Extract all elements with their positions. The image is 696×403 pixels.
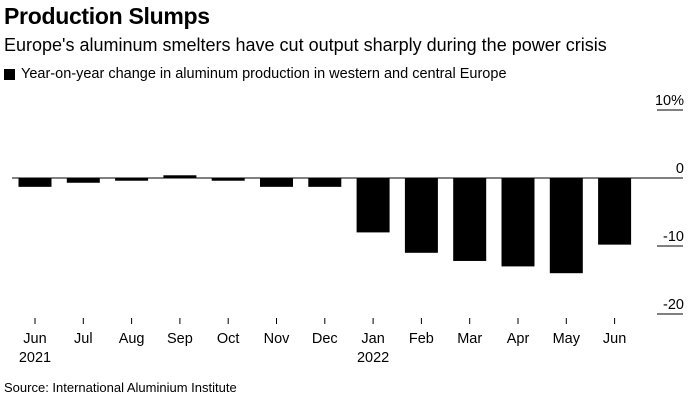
bar — [163, 175, 197, 178]
legend-swatch — [4, 68, 15, 80]
x-tick-label: Feb — [409, 331, 434, 347]
bar — [501, 178, 535, 267]
x-tick-label: Oct — [217, 331, 240, 347]
legend-label: Year-on-year change in aluminum producti… — [21, 66, 507, 82]
y-tick-label: 10% — [655, 93, 684, 109]
chart-title: Production Slumps — [4, 3, 210, 29]
chart-legend: Year-on-year change in aluminum producti… — [4, 66, 507, 82]
bar — [549, 178, 583, 274]
x-tick-label: Jul — [74, 331, 93, 347]
bar — [18, 178, 52, 187]
x-tick-label: Dec — [312, 331, 338, 347]
x-tick-label: Mar — [457, 331, 482, 347]
labels-layer: 10% 0 -10 -20 Jun 2021 Jul Aug Sep Oct Nov Dec Jan 20… — [19, 93, 684, 366]
bar — [356, 178, 390, 233]
x-tick-label: Aug — [119, 331, 145, 347]
y-tick-label: -20 — [663, 297, 684, 313]
bar — [211, 178, 245, 181]
x-year-label: 2021 — [19, 350, 51, 366]
bar — [308, 178, 342, 187]
bar — [260, 178, 293, 187]
x-tick-label: Jun — [603, 331, 626, 347]
chart-subtitle: Europe's aluminum smelters have cut outp… — [4, 35, 607, 55]
x-tick-label: Jan — [361, 331, 384, 347]
bar — [404, 178, 438, 253]
bars-layer — [18, 175, 632, 274]
x-tick-label: May — [553, 331, 581, 347]
x-tick-label: Sep — [167, 331, 193, 347]
x-tick-label: Jun — [23, 331, 46, 347]
bar — [115, 178, 149, 181]
x-year-label: 2022 — [357, 350, 389, 366]
x-tick-label: Nov — [264, 331, 291, 347]
y-tick-label: 0 — [676, 161, 684, 177]
source-note: Source: International Aluminium Institut… — [4, 380, 237, 395]
bar — [66, 178, 100, 183]
bar — [453, 178, 487, 261]
y-tick-label: -10 — [663, 229, 684, 245]
bar — [598, 178, 632, 245]
x-tick-label: Apr — [507, 331, 530, 347]
